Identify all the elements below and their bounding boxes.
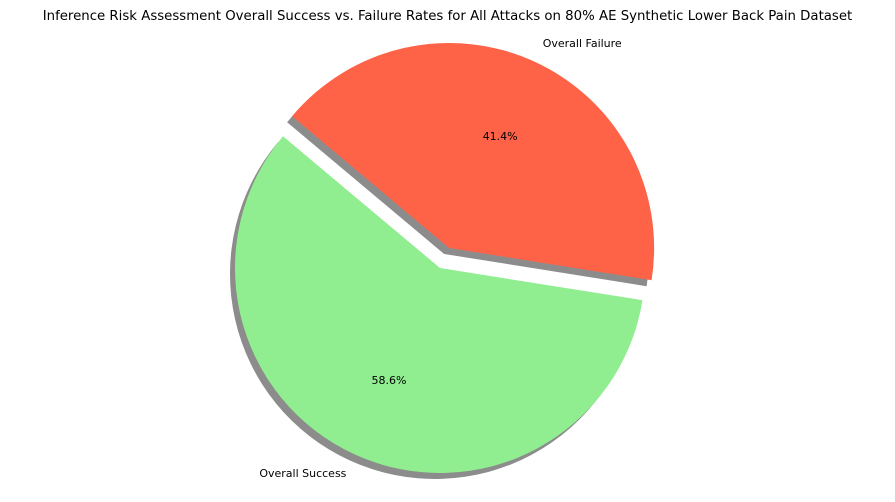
chart-title: Inference Risk Assessment Overall Succes…: [42, 9, 853, 24]
label-layer: 58.6% Overall Success 41.4% Overall Failure: [259, 37, 622, 480]
pct-label-overall-failure: 41.4%: [483, 130, 518, 143]
slice-layer: [235, 42, 655, 473]
pie-slice-overall-failure: [292, 42, 655, 281]
slice-label-overall-failure: Overall Failure: [543, 37, 622, 50]
pie-slice-overall-success: [235, 136, 643, 473]
pct-label-overall-success: 58.6%: [371, 374, 406, 387]
slice-label-overall-success: Overall Success: [259, 467, 346, 480]
